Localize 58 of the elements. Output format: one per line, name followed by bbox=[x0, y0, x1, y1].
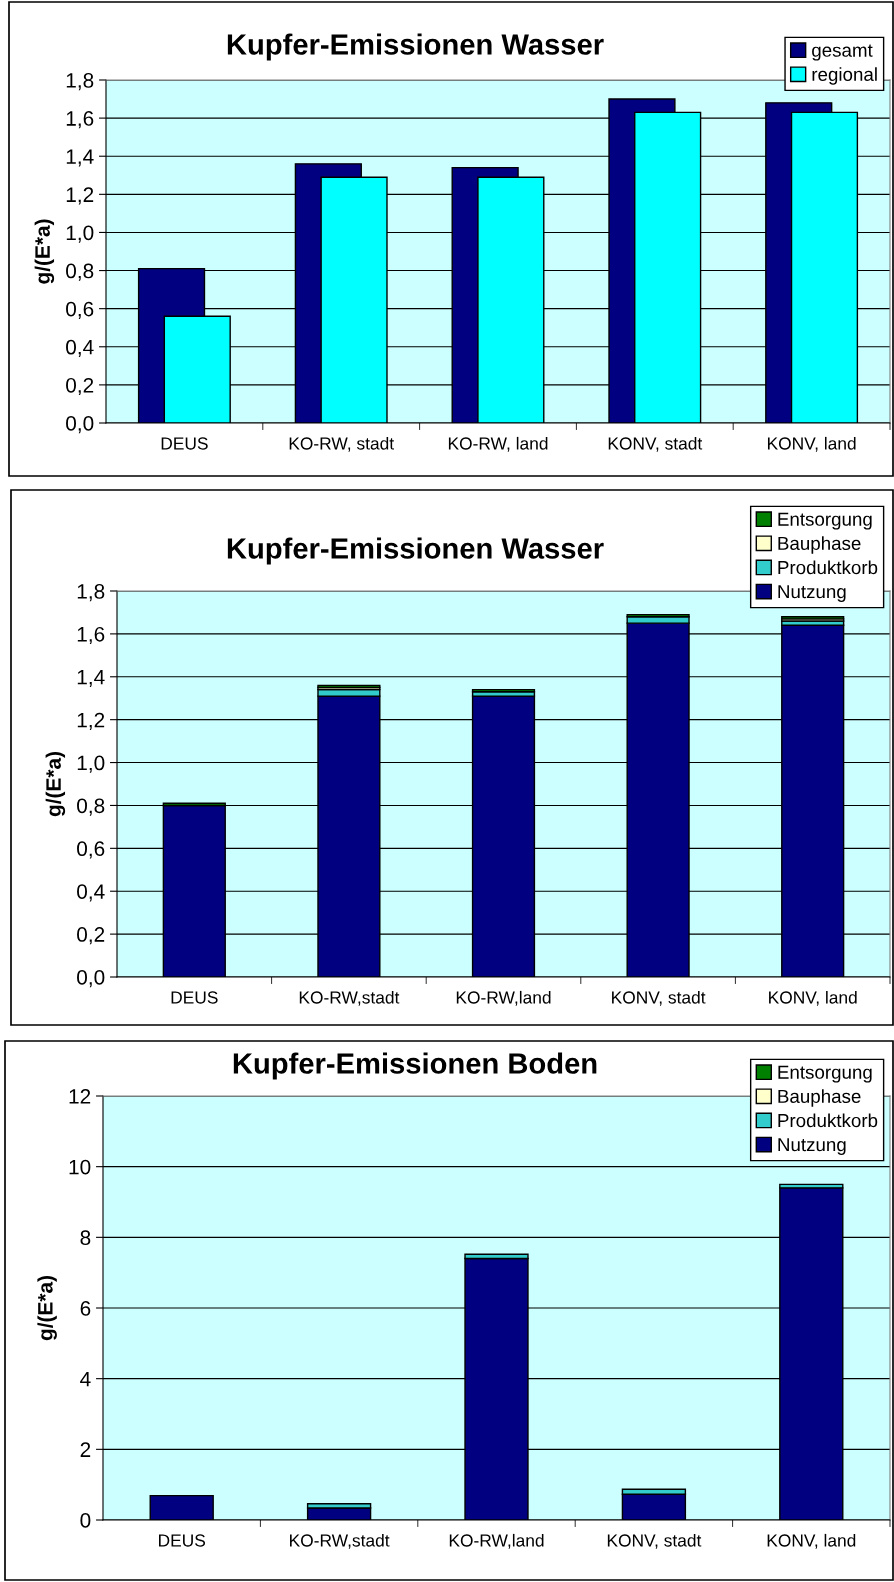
x-tick-label: KO-RW,stadt bbox=[299, 990, 400, 1006]
y-tick-label: 8 bbox=[80, 1230, 91, 1246]
y-tick-label: 0 bbox=[80, 1513, 91, 1528]
chart-title: Kupfer-Emissionen Wasser bbox=[227, 537, 604, 565]
y-tick-label: 1,0 bbox=[66, 225, 94, 243]
y-tick-label: 0,2 bbox=[77, 927, 105, 945]
y-tick-label: 1,8 bbox=[66, 73, 94, 91]
y-tick-label: 2 bbox=[80, 1442, 91, 1457]
y-tick-label: 0,4 bbox=[66, 339, 94, 357]
y-tick-label: 0,8 bbox=[77, 798, 105, 816]
x-tick-label: KO-RW,land bbox=[456, 990, 551, 1006]
y-tick-label: 0,8 bbox=[66, 263, 94, 281]
legend-label: regional bbox=[812, 67, 877, 85]
legend-label: Nutzung bbox=[778, 585, 846, 602]
legend-label: Entsorgung bbox=[778, 1065, 872, 1083]
y-tick-label: 6 bbox=[80, 1301, 91, 1316]
y-tick-label: 0,4 bbox=[77, 884, 105, 902]
y-axis-title: g/(E*a) bbox=[45, 752, 66, 817]
legend-label: gesamt bbox=[812, 44, 873, 61]
y-tick-label: 0,2 bbox=[66, 377, 94, 396]
x-tick-label: KO-RW, land bbox=[448, 436, 548, 452]
y-tick-label: 1,2 bbox=[66, 187, 94, 205]
y-tick-label: 0,6 bbox=[66, 301, 94, 319]
x-tick-label: KONV, land bbox=[769, 990, 857, 1006]
y-tick-label: 1,4 bbox=[66, 149, 94, 167]
x-tick-label: KONV, land bbox=[767, 436, 856, 452]
x-tick-label: DEUS bbox=[161, 437, 208, 450]
x-tick-label: DEUS bbox=[159, 1534, 206, 1547]
y-tick-label: 4 bbox=[80, 1371, 91, 1387]
chart-title: Kupfer-Emissionen Boden bbox=[233, 1052, 597, 1080]
y-tick-label: 1,8 bbox=[77, 584, 105, 602]
y-tick-label: 1,6 bbox=[66, 111, 94, 129]
legend-label: Entsorgung bbox=[778, 512, 872, 530]
y-tick-label: 0,6 bbox=[77, 841, 105, 859]
legend-label: Produktkorb bbox=[778, 560, 878, 575]
x-tick-label: KONV, stadt bbox=[607, 1533, 702, 1549]
y-tick-label: 1,6 bbox=[77, 626, 105, 645]
x-tick-label: KONV, land bbox=[767, 1533, 856, 1549]
x-tick-label: KO-RW, stadt bbox=[289, 436, 394, 452]
y-tick-label: 0,0 bbox=[66, 416, 94, 434]
y-axis-title: g/(E*a) bbox=[37, 1276, 57, 1341]
x-tick-label: KO-RW,land bbox=[449, 1533, 544, 1549]
y-tick-label: 1,2 bbox=[77, 712, 105, 730]
y-axis-title: g/(E*a) bbox=[34, 219, 55, 284]
x-tick-label: DEUS bbox=[171, 991, 218, 1004]
legend-label: Nutzung bbox=[778, 1138, 846, 1155]
x-tick-label: KONV, stadt bbox=[612, 990, 706, 1006]
y-tick-label: 1,0 bbox=[77, 755, 105, 773]
y-tick-label: 12 bbox=[69, 1089, 91, 1104]
y-tick-label: 10 bbox=[69, 1159, 91, 1175]
legend-label: Bauphase bbox=[778, 1089, 861, 1107]
y-tick-label: 1,4 bbox=[77, 669, 105, 687]
x-tick-label: KONV, stadt bbox=[608, 436, 703, 452]
y-tick-label: 0,0 bbox=[77, 970, 105, 988]
chart-title: Kupfer-Emissionen Wasser bbox=[227, 33, 604, 61]
legend-label: Produktkorb bbox=[778, 1113, 878, 1128]
legend-label: Bauphase bbox=[778, 536, 861, 554]
x-tick-label: KO-RW,stadt bbox=[290, 1533, 390, 1549]
